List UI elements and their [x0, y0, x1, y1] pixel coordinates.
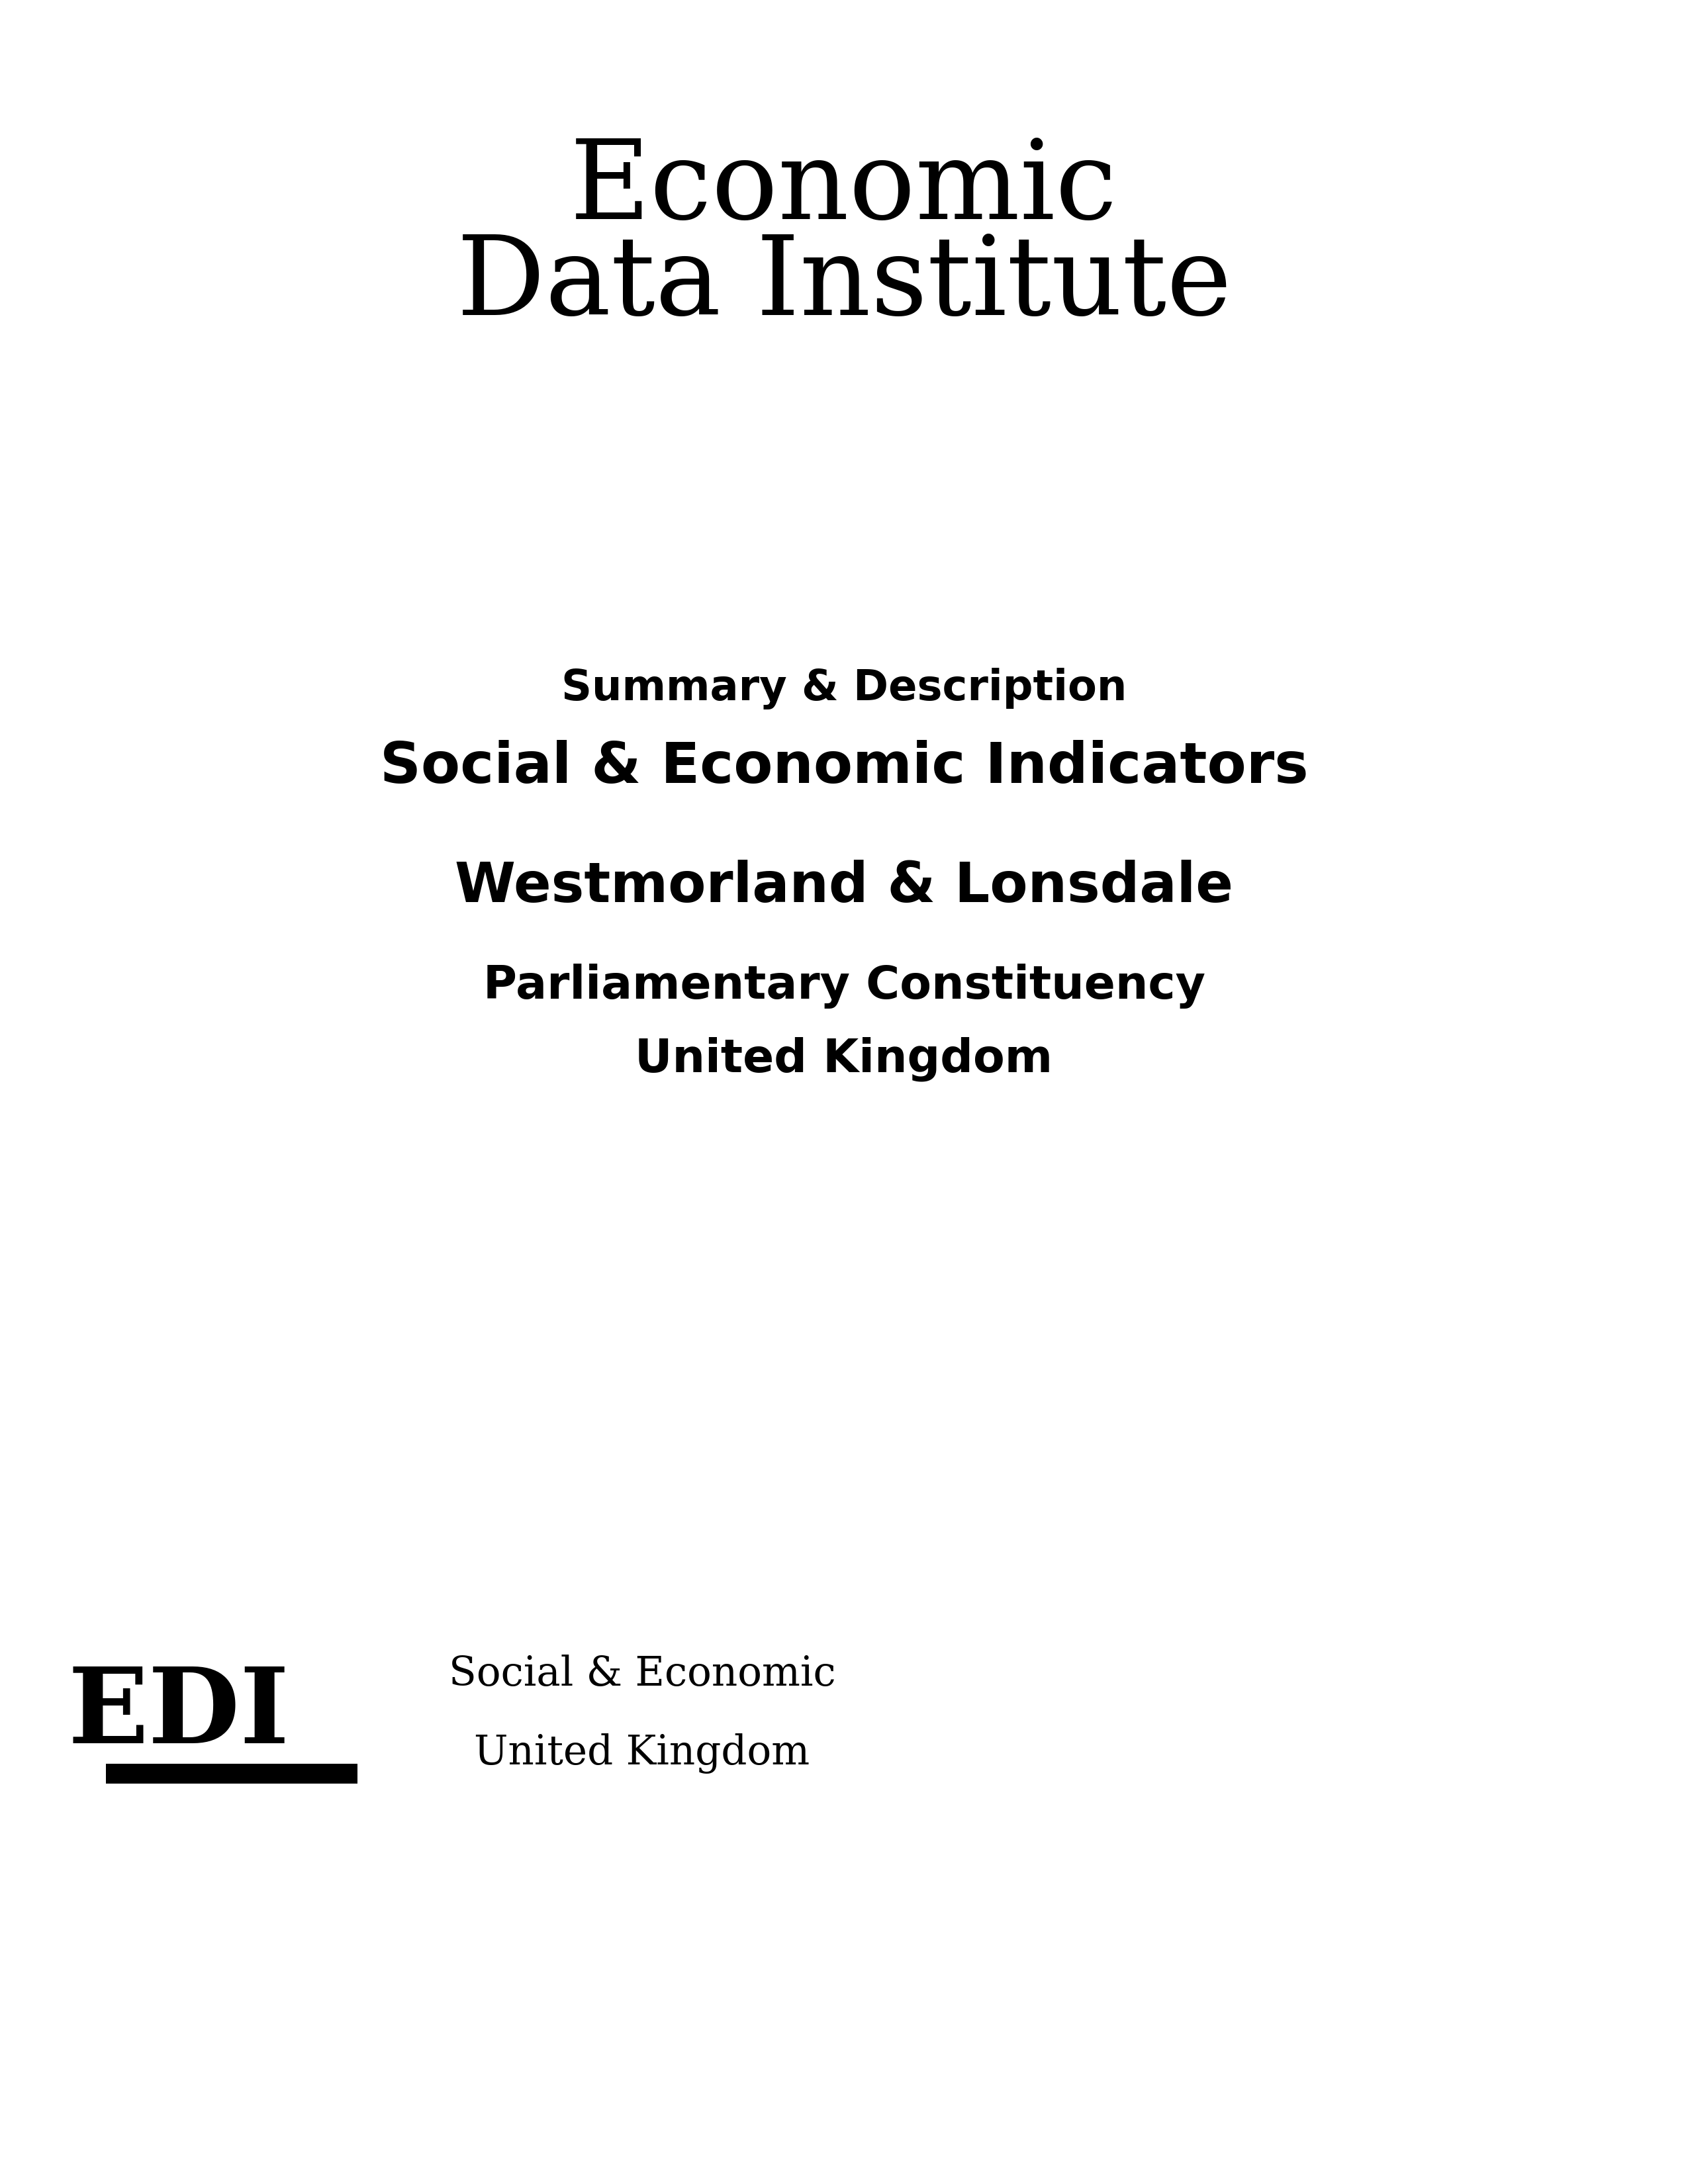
Text: United Kingdom: United Kingdom: [635, 1037, 1053, 1081]
Text: Data Institute: Data Institute: [456, 232, 1232, 339]
Text: EDI: EDI: [68, 1664, 290, 1765]
Text: United Kingdom: United Kingdom: [474, 1734, 810, 1773]
Text: Social & Economic Indicators: Social & Economic Indicators: [380, 740, 1308, 795]
Bar: [106, 1765, 358, 1784]
Text: Parliamentary Constituency: Parliamentary Constituency: [483, 963, 1205, 1009]
Text: Summary & Description: Summary & Description: [560, 668, 1128, 710]
Text: Social & Economic: Social & Economic: [449, 1655, 836, 1695]
Text: Economic: Economic: [571, 135, 1117, 242]
Text: Westmorland & Lonsdale: Westmorland & Lonsdale: [454, 860, 1234, 913]
